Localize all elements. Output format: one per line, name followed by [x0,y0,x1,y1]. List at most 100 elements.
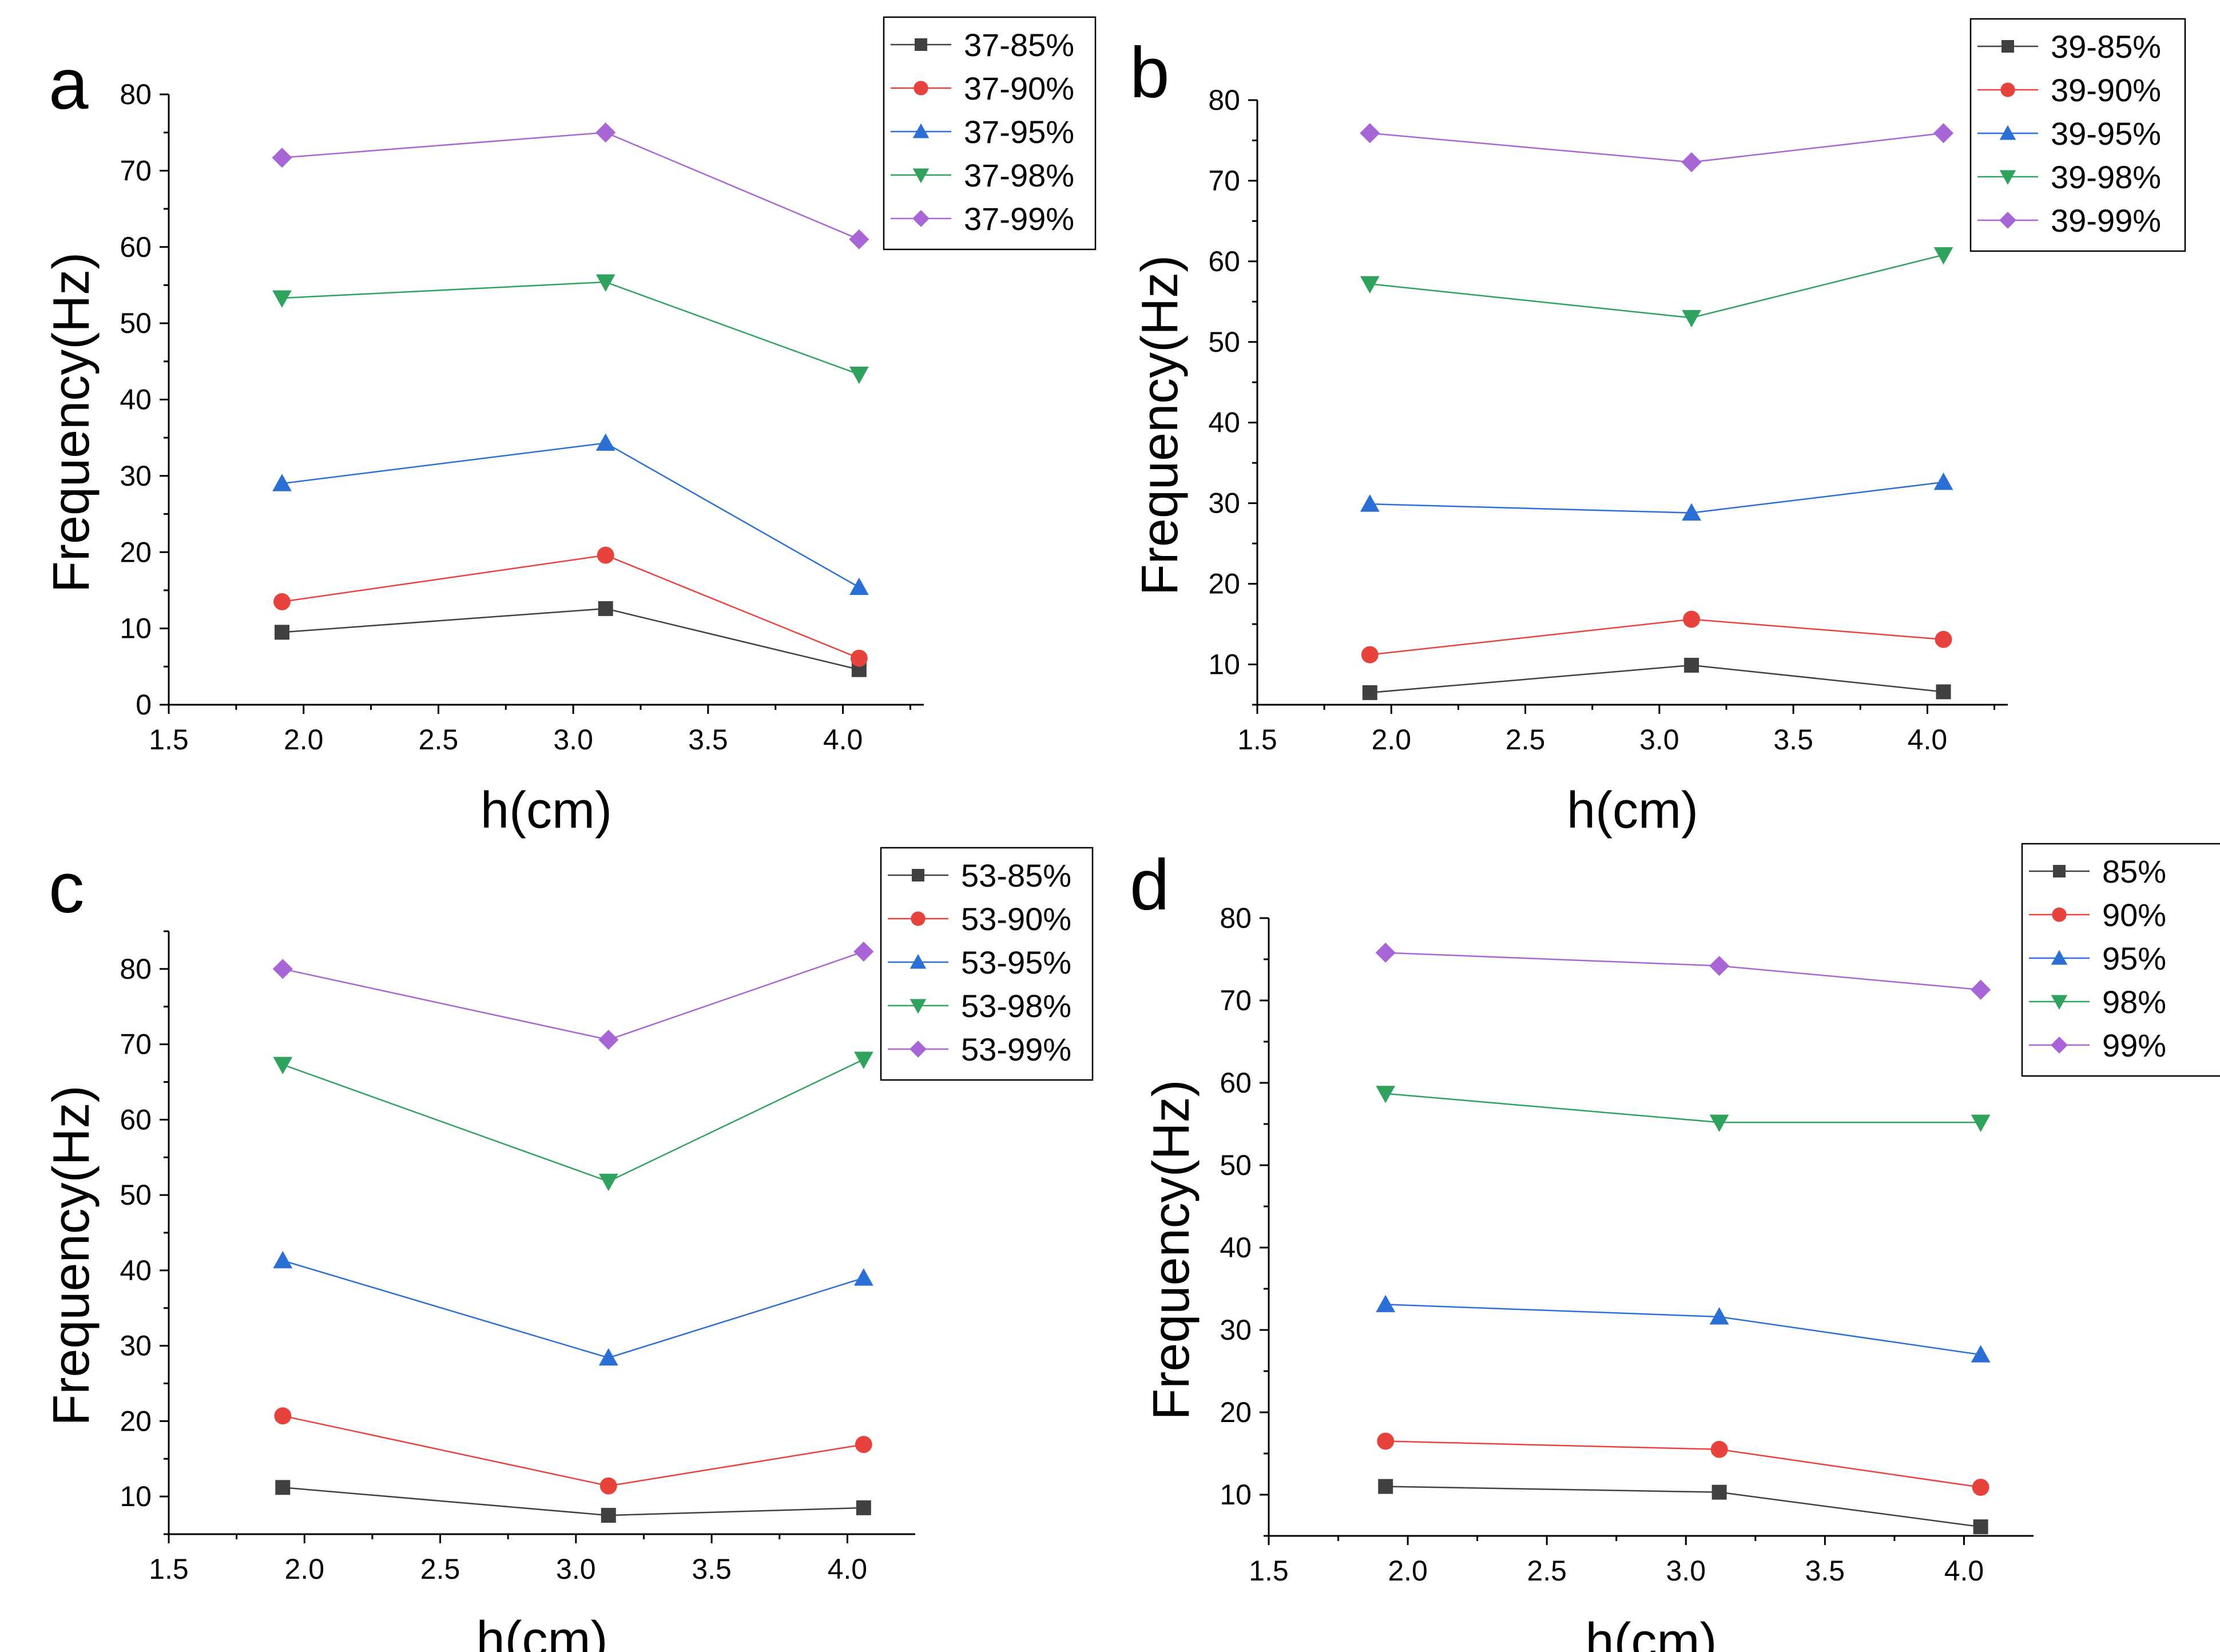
y-tick-label: 30 [1220,1314,1252,1346]
data-point [849,366,869,384]
data-point [856,1500,871,1515]
data-point [1973,1519,1988,1535]
y-tick-label: 50 [1220,1149,1252,1181]
legend-marker [1999,170,2016,185]
data-point [1935,630,1952,648]
data-point [595,274,615,292]
legend-label: 39-95% [2051,116,2161,152]
y-axis-title: Frequency(Hz) [1143,1079,1200,1420]
data-point [853,942,874,962]
series-line [283,1487,864,1516]
series-37-85% [275,601,867,677]
data-point [601,1508,616,1523]
legend-marker [914,81,928,96]
y-tick-label: 70 [120,154,152,186]
legend-label: 39-85% [2051,29,2161,65]
series-line [1369,132,1944,163]
series-line [281,442,860,588]
series-line [281,281,860,375]
chart-panel-a: a 1.5 2.0 2.5 3.0 3.5 4.0 0 10 20 30 40 50 60 70 80 h(cm… [43,16,1097,839]
data-point [1362,685,1377,700]
legend-label: 37-99% [964,201,1074,237]
x-axis-title: h(cm) [1586,1613,1717,1652]
legend-label: 37-98% [964,157,1074,193]
x-tick-label: 1.5 [149,1553,189,1585]
data-point [273,593,291,610]
data-point [1971,1345,1991,1363]
data-point [272,290,292,308]
series-39-85% [1362,657,1951,700]
legend-marker [2052,907,2067,922]
legend-label: 39-99% [2051,202,2161,239]
series-95% [1376,1294,1991,1363]
y-tick-label: 80 [120,953,152,985]
series-53-99% [272,942,874,1050]
y-tick-label: 10 [120,1480,152,1512]
data-point [1971,1114,1991,1133]
x-tick-label: 4.0 [828,1553,868,1585]
series-98% [1376,1086,1991,1133]
y-tick-label: 40 [1208,407,1240,439]
series-85% [1378,1479,1988,1535]
data-point [849,577,869,595]
series-line [281,607,860,670]
data-point [1681,152,1702,173]
data-point [1376,1294,1396,1312]
panel-letter: b [1130,33,1170,113]
data-point [1933,247,1953,265]
y-tick-label: 10 [1220,1479,1252,1511]
data-point [275,625,289,640]
y-tick-label: 20 [120,1405,152,1437]
data-point [598,1348,618,1366]
y-tick-label: 20 [1208,568,1240,600]
series-53-85% [275,1480,871,1523]
series-90% [1377,1432,1989,1496]
y-tick-label: 30 [120,1330,152,1362]
chart-panel-b: b 1.5 2.0 2.5 3.0 3.5 4.0 10 20 30 40 50 60 70 80 h(cm)… [1130,18,2186,839]
legend-marker [912,210,930,227]
data-point [1933,472,1953,490]
y-tick-label: 60 [1208,245,1240,277]
series-line [1369,618,1944,656]
series-line [1385,1440,1981,1488]
legend-marker [2000,82,2015,97]
chart-panel-c: c 1.5 2.0 2.5 3.0 3.5 4.0 10 20 30 40 50 60 70 80 h(cm)… [43,847,1094,1652]
series-line [1385,952,1981,991]
data-point [1684,657,1699,673]
series-line [283,1415,864,1487]
legend-marker [1999,125,2016,140]
panel-letter: d [1130,845,1170,925]
legend-label: 37-85% [964,27,1074,63]
x-tick-label: 4.0 [1944,1555,1984,1587]
data-point [599,1477,617,1495]
data-point [273,1057,293,1075]
legend-label: 90% [2102,897,2166,933]
legend-label: 53-90% [961,901,1071,937]
legend-label: 39-98% [2051,159,2161,195]
legend-label: 85% [2102,853,2166,889]
legend-marker [911,911,926,926]
x-tick-label: 1.5 [1237,724,1277,756]
x-tick-label: 3.0 [1639,724,1679,756]
data-point [272,148,292,168]
y-axis-title: Frequency(Hz) [43,1085,100,1425]
y-tick-label: 80 [1208,84,1240,116]
data-point [1360,494,1380,512]
legend-marker [912,168,930,184]
y-tick-label: 60 [120,1103,152,1135]
data-point [1360,276,1380,294]
x-tick-label: 2.5 [1506,724,1546,756]
x-axis-title: h(cm) [1567,782,1698,839]
y-axis-title: Frequency(Hz) [43,252,100,593]
y-tick-label: 10 [120,613,152,645]
legend-label: 95% [2102,940,2166,976]
series-99% [1375,942,1991,1000]
panel-letter: c [49,848,85,928]
x-tick-label: 1.5 [1249,1555,1289,1587]
x-tick-label: 2.0 [285,1553,325,1585]
data-point [1709,1114,1729,1133]
series-line [1385,1304,1981,1356]
y-tick-label: 40 [1220,1232,1252,1264]
data-point [855,1436,872,1454]
